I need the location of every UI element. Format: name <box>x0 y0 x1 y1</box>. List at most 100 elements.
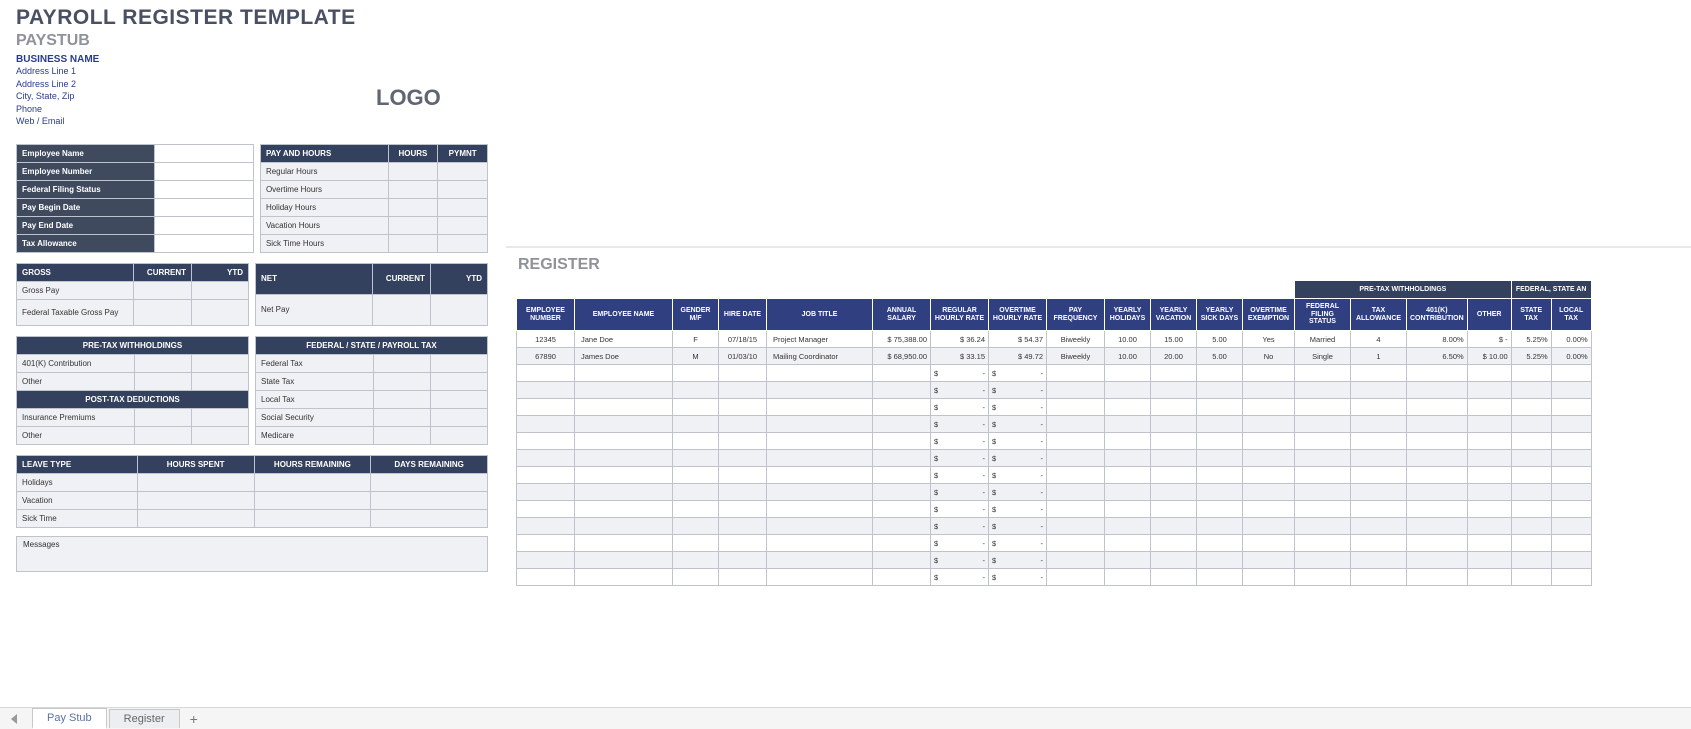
register-cell[interactable]: No <box>1243 348 1295 365</box>
begin-value[interactable] <box>155 198 253 216</box>
register-cell[interactable]: 5.00 <box>1197 331 1243 348</box>
register-cell[interactable] <box>719 535 767 552</box>
register-cell[interactable]: 07/18/15 <box>719 331 767 348</box>
register-cell[interactable] <box>1407 416 1468 433</box>
register-cell[interactable] <box>1151 518 1197 535</box>
register-cell[interactable] <box>1551 365 1591 382</box>
register-cell[interactable] <box>1511 416 1551 433</box>
register-cell[interactable] <box>1243 484 1295 501</box>
register-cell[interactable] <box>1407 535 1468 552</box>
register-cell[interactable] <box>1105 399 1151 416</box>
register-cell[interactable]: 1 <box>1351 348 1407 365</box>
register-cell[interactable] <box>1351 552 1407 569</box>
emp-num-value[interactable] <box>155 162 253 180</box>
register-cell[interactable] <box>1407 501 1468 518</box>
register-cell[interactable] <box>873 450 931 467</box>
register-cell[interactable] <box>1151 484 1197 501</box>
register-cell[interactable] <box>1351 467 1407 484</box>
register-cell[interactable]: $ 75,388.00 <box>873 331 931 348</box>
register-cell[interactable] <box>1511 450 1551 467</box>
register-cell[interactable] <box>873 399 931 416</box>
register-cell[interactable] <box>719 450 767 467</box>
register-cell[interactable]: $- <box>931 535 989 552</box>
register-cell[interactable] <box>1197 518 1243 535</box>
register-cell[interactable] <box>575 416 673 433</box>
register-cell[interactable]: $- <box>931 552 989 569</box>
register-cell[interactable] <box>1351 518 1407 535</box>
register-cell[interactable] <box>673 535 719 552</box>
tab-nav-prev-icon[interactable] <box>0 714 30 724</box>
register-cell[interactable] <box>1467 535 1511 552</box>
register-cell[interactable] <box>1407 365 1468 382</box>
register-cell[interactable] <box>575 569 673 586</box>
register-cell[interactable] <box>1467 450 1511 467</box>
register-cell[interactable] <box>1197 484 1243 501</box>
register-cell[interactable] <box>1551 450 1591 467</box>
register-cell[interactable] <box>1243 518 1295 535</box>
register-cell[interactable] <box>673 365 719 382</box>
register-cell[interactable]: $- <box>931 365 989 382</box>
register-cell[interactable] <box>1197 501 1243 518</box>
register-cell[interactable] <box>575 552 673 569</box>
register-cell[interactable] <box>517 416 575 433</box>
register-cell[interactable] <box>1551 484 1591 501</box>
register-cell[interactable] <box>1467 399 1511 416</box>
register-cell[interactable] <box>767 433 873 450</box>
register-cell[interactable] <box>1105 518 1151 535</box>
register-cell[interactable] <box>1105 433 1151 450</box>
register-cell[interactable] <box>1511 365 1551 382</box>
register-cell[interactable] <box>1243 501 1295 518</box>
register-cell[interactable] <box>517 484 575 501</box>
register-cell[interactable] <box>719 552 767 569</box>
register-cell[interactable] <box>1047 484 1105 501</box>
register-cell[interactable] <box>1151 365 1197 382</box>
register-cell[interactable] <box>575 382 673 399</box>
register-cell[interactable] <box>1295 416 1351 433</box>
register-cell[interactable] <box>719 433 767 450</box>
register-cell[interactable] <box>1467 501 1511 518</box>
register-cell[interactable] <box>1197 382 1243 399</box>
register-cell[interactable] <box>767 518 873 535</box>
register-cell[interactable]: Single <box>1295 348 1351 365</box>
register-cell[interactable] <box>673 518 719 535</box>
register-cell[interactable] <box>1551 382 1591 399</box>
register-cell[interactable] <box>575 467 673 484</box>
register-cell[interactable] <box>1047 501 1105 518</box>
register-cell[interactable] <box>517 535 575 552</box>
register-cell[interactable] <box>719 484 767 501</box>
register-cell[interactable] <box>1243 399 1295 416</box>
register-cell[interactable] <box>1197 535 1243 552</box>
register-cell[interactable]: $- <box>989 365 1047 382</box>
register-cell[interactable] <box>873 382 931 399</box>
register-cell[interactable] <box>873 433 931 450</box>
register-cell[interactable]: $- <box>931 569 989 586</box>
register-cell[interactable]: Yes <box>1243 331 1295 348</box>
register-cell[interactable] <box>1511 399 1551 416</box>
register-cell[interactable] <box>673 552 719 569</box>
register-cell[interactable] <box>1551 518 1591 535</box>
register-cell[interactable] <box>1295 365 1351 382</box>
register-cell[interactable] <box>1151 501 1197 518</box>
register-cell[interactable] <box>719 416 767 433</box>
register-cell[interactable] <box>673 416 719 433</box>
register-cell[interactable] <box>1407 569 1468 586</box>
register-cell[interactable] <box>575 450 673 467</box>
register-cell[interactable] <box>1467 552 1511 569</box>
register-cell[interactable]: 12345 <box>517 331 575 348</box>
register-cell[interactable] <box>1151 416 1197 433</box>
register-cell[interactable] <box>767 501 873 518</box>
register-cell[interactable] <box>1105 484 1151 501</box>
register-cell[interactable] <box>1197 433 1243 450</box>
filing-value[interactable] <box>155 180 253 198</box>
allow-value[interactable] <box>155 234 253 252</box>
register-cell[interactable] <box>673 433 719 450</box>
register-cell[interactable] <box>1151 569 1197 586</box>
register-cell[interactable]: $- <box>989 382 1047 399</box>
register-cell[interactable] <box>1467 467 1511 484</box>
register-cell[interactable] <box>1511 535 1551 552</box>
register-cell[interactable] <box>1047 518 1105 535</box>
register-cell[interactable] <box>1407 518 1468 535</box>
register-cell[interactable] <box>1511 569 1551 586</box>
register-cell[interactable]: $ - <box>1467 331 1511 348</box>
register-cell[interactable] <box>1351 382 1407 399</box>
